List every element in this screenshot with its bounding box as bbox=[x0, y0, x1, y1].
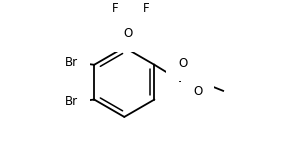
Text: Br: Br bbox=[65, 95, 78, 108]
Text: O: O bbox=[124, 27, 133, 40]
Text: O: O bbox=[193, 85, 202, 98]
Text: F: F bbox=[143, 2, 149, 15]
Text: Br: Br bbox=[65, 56, 78, 69]
Text: O: O bbox=[178, 57, 187, 70]
Text: F: F bbox=[112, 2, 118, 15]
